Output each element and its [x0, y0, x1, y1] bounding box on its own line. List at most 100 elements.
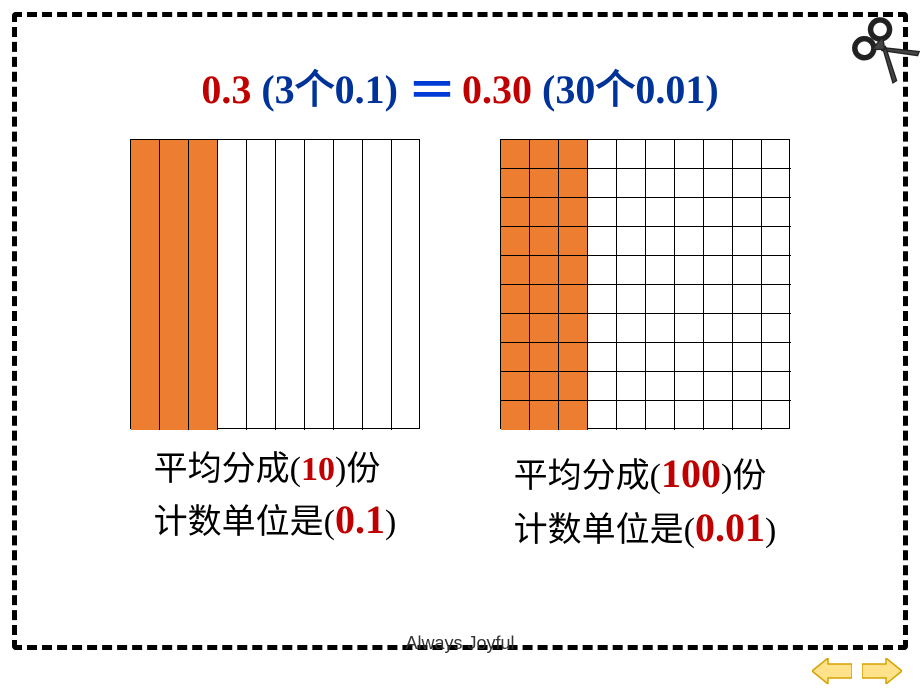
grid-cell	[646, 343, 675, 372]
grid-cell	[559, 285, 588, 314]
title-equation: 0.3 (3个0.1) ＝ 0.30 (30个0.01)	[47, 51, 873, 121]
grid-cell	[704, 401, 733, 430]
grid-cell	[530, 285, 559, 314]
grid-col	[218, 140, 247, 430]
caption-left-line1-pre: 平均分成	[154, 451, 290, 488]
title-right-num: 30	[555, 67, 595, 112]
grid-cell	[675, 372, 704, 401]
grid-cell	[675, 401, 704, 430]
grid-cell	[617, 343, 646, 372]
grid-cell	[733, 198, 762, 227]
grid-cell	[530, 227, 559, 256]
grid-cell	[617, 169, 646, 198]
grid-cell	[559, 256, 588, 285]
paren-close-4: )	[765, 512, 776, 549]
paren-open-2: (	[324, 504, 335, 541]
grid-cell	[704, 227, 733, 256]
title-right-open: (	[542, 67, 555, 112]
grid-cell	[675, 256, 704, 285]
paren-close-2: )	[385, 504, 396, 541]
grid-col	[189, 140, 218, 430]
caption-left-line2-pre: 计数单位是	[154, 504, 324, 541]
grid-cell	[501, 401, 530, 430]
grid-cell	[704, 198, 733, 227]
grid-cell	[588, 256, 617, 285]
paren-open-4: (	[684, 512, 695, 549]
caption-right: 平均分成(100)份 计数单位是(0.01)	[514, 447, 777, 555]
title-right-ge: 个	[595, 67, 635, 112]
caption-left-line1-post: 份	[346, 451, 380, 488]
grid-col	[334, 140, 363, 430]
title-left-open: (	[261, 67, 274, 112]
grid-cell	[559, 314, 588, 343]
caption-left-line2-val: 0.1	[335, 497, 385, 542]
grid-cell	[530, 256, 559, 285]
grid-cell	[530, 314, 559, 343]
grid-cell	[617, 198, 646, 227]
grid-cell	[617, 256, 646, 285]
caption-left: 平均分成(10)份 计数单位是(0.1)	[154, 447, 397, 547]
grid-cell	[559, 372, 588, 401]
grid-cell	[588, 169, 617, 198]
grid-col	[131, 140, 160, 430]
grid-cell	[501, 256, 530, 285]
grid-cell	[501, 227, 530, 256]
grid-cell	[762, 140, 791, 169]
grid-cell	[530, 140, 559, 169]
grid-cell	[559, 198, 588, 227]
grid-cell	[559, 227, 588, 256]
grid-cell	[617, 227, 646, 256]
grid-cell	[559, 343, 588, 372]
grid-col	[160, 140, 189, 430]
grid-cell	[762, 372, 791, 401]
grid-cell	[704, 140, 733, 169]
grid-cell	[501, 314, 530, 343]
grid-cell	[704, 285, 733, 314]
nav-arrows	[812, 658, 902, 684]
grid-cell	[646, 140, 675, 169]
grid-cell	[675, 169, 704, 198]
title-left-num: 3	[275, 67, 295, 112]
grid-cell	[530, 343, 559, 372]
grid-tenths	[130, 139, 420, 429]
grid-cell	[733, 285, 762, 314]
grid-cell	[704, 343, 733, 372]
grid-cell	[733, 314, 762, 343]
grid-cell	[733, 401, 762, 430]
grid-cell	[617, 401, 646, 430]
grid-cell	[704, 169, 733, 198]
grid-cell	[646, 256, 675, 285]
grid-cell	[762, 169, 791, 198]
grid-cell	[762, 227, 791, 256]
grid-cell	[588, 140, 617, 169]
grid-cell	[762, 314, 791, 343]
title-right-close: )	[705, 67, 718, 112]
paren-open-3: (	[650, 458, 661, 495]
caption-left-line1-val: 10	[301, 451, 335, 488]
grid-cell	[646, 169, 675, 198]
grid-cell	[501, 372, 530, 401]
grid-cell	[617, 314, 646, 343]
grid-cell	[501, 198, 530, 227]
grid-col	[276, 140, 305, 430]
grid-cell	[530, 198, 559, 227]
caption-right-line1-pre: 平均分成	[514, 458, 650, 495]
grid-cell	[530, 169, 559, 198]
paren-open: (	[290, 451, 301, 488]
next-button[interactable]	[862, 658, 902, 684]
grid-cell	[733, 169, 762, 198]
grid-cell	[559, 169, 588, 198]
prev-button[interactable]	[812, 658, 852, 684]
grid-cell	[733, 256, 762, 285]
grid-cell	[675, 343, 704, 372]
title-left-unit: 0.1	[335, 67, 385, 112]
grid-cell	[588, 285, 617, 314]
grid-cell	[588, 314, 617, 343]
grid-cell	[762, 198, 791, 227]
grid-cell	[501, 140, 530, 169]
grid-cell	[501, 343, 530, 372]
equals-icon: ＝	[408, 65, 452, 118]
caption-right-line2-pre: 计数单位是	[514, 512, 684, 549]
grid-cell	[704, 256, 733, 285]
grid-cell	[559, 401, 588, 430]
